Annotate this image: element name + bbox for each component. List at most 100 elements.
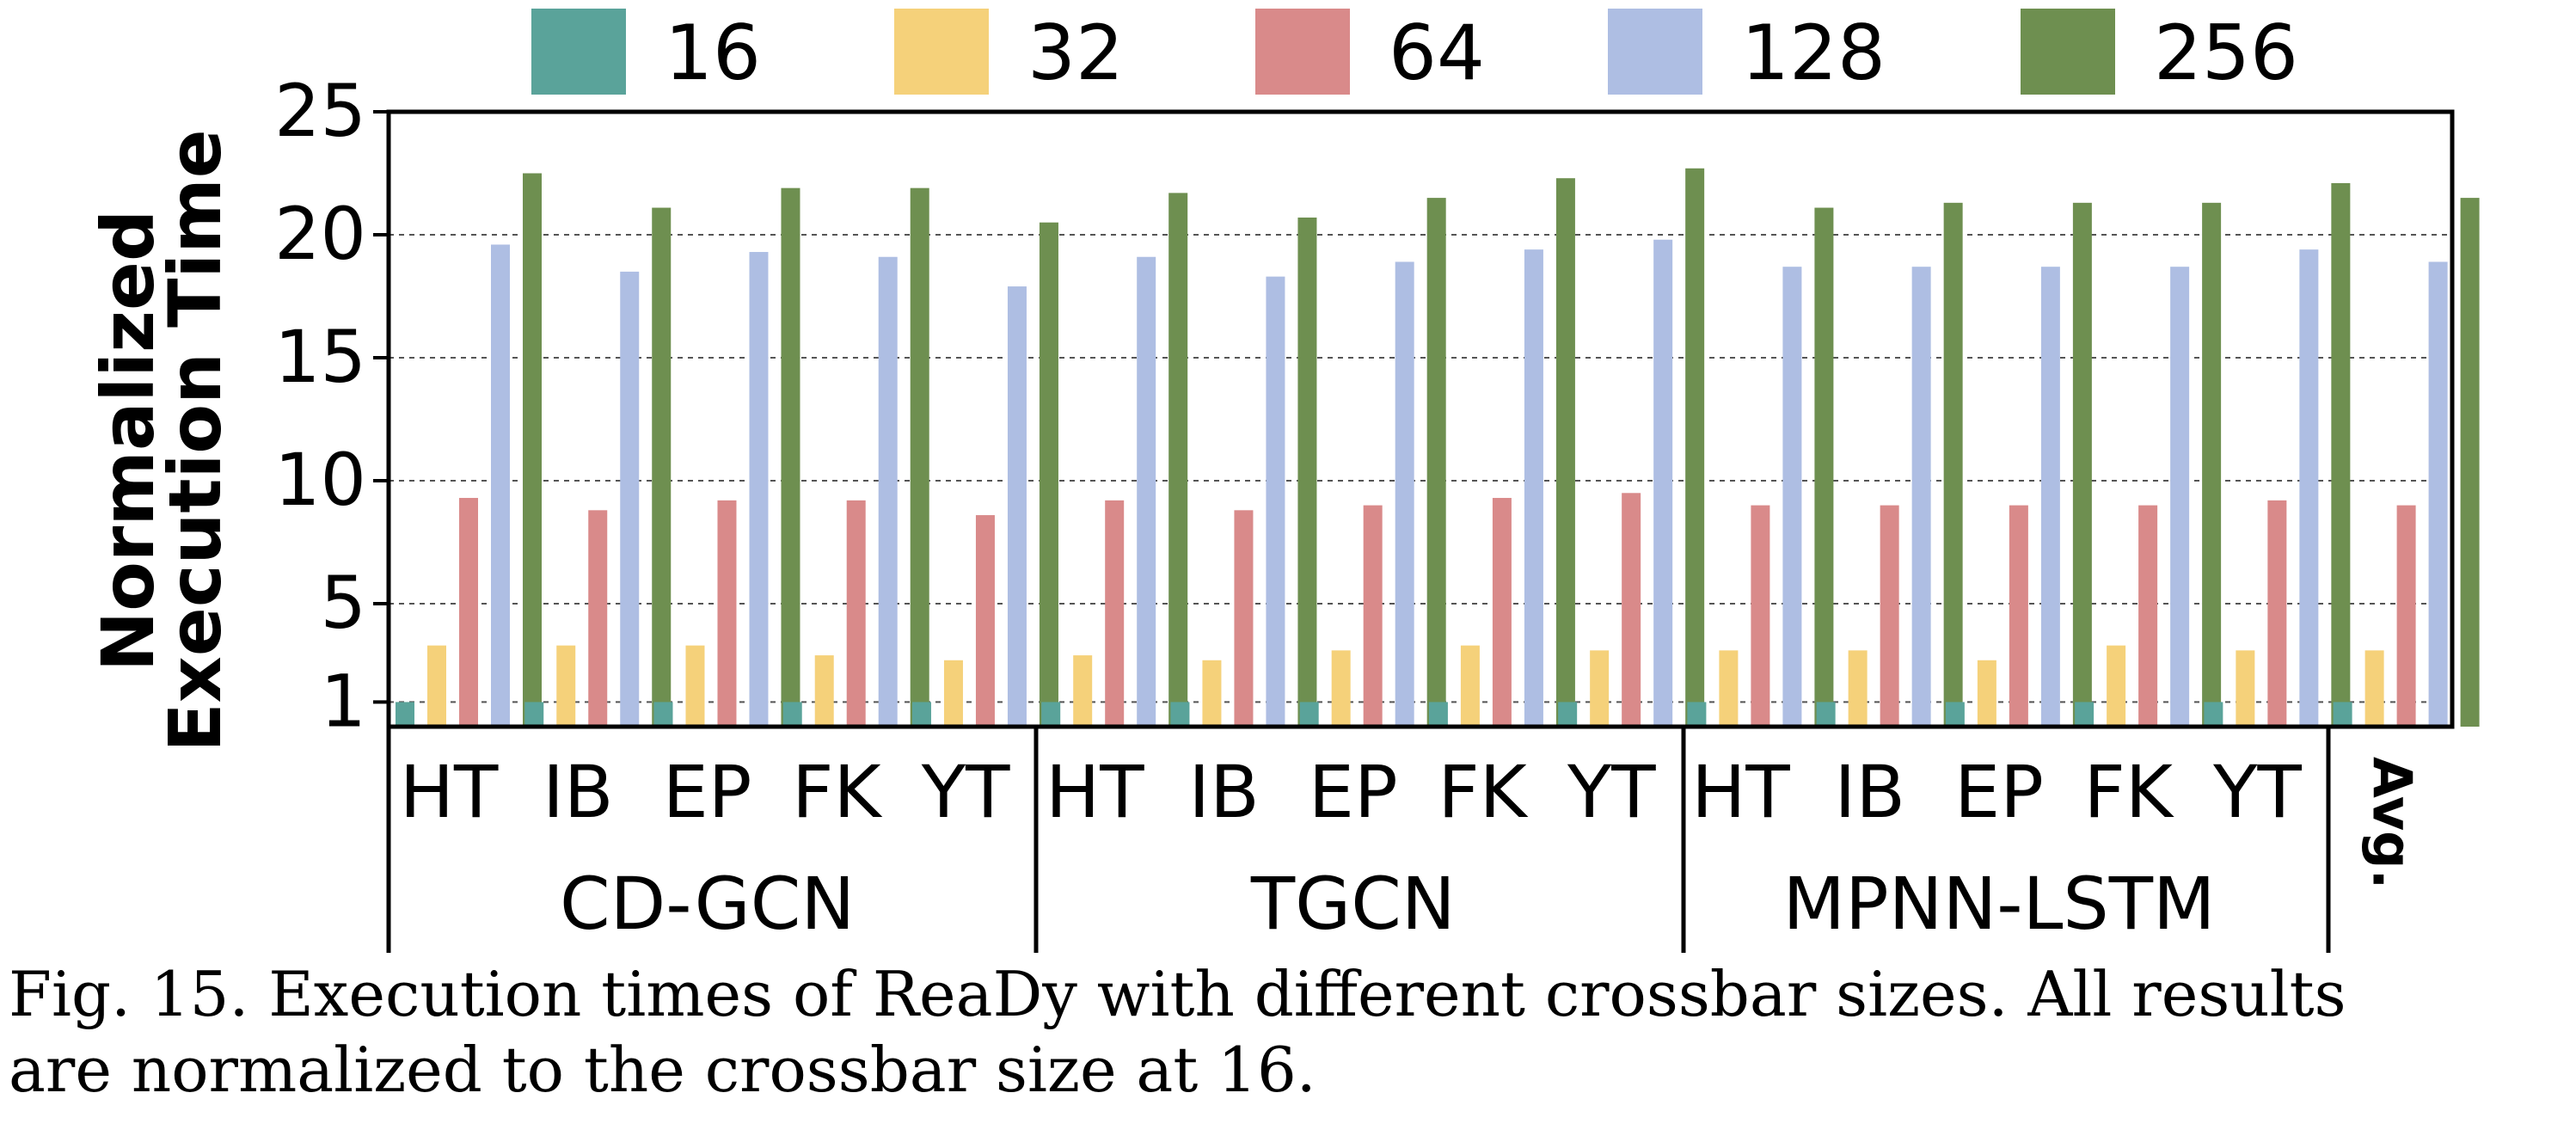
- bar-128: [1137, 256, 1156, 727]
- bar-32: [1073, 655, 1093, 727]
- x-category-labels: HT IB EP FK YT HT IB EP FK YT HT IB EP FK YT Avg.: [400, 750, 2424, 889]
- bar-256: [2331, 182, 2351, 727]
- bar-64: [588, 510, 608, 727]
- bar-128: [2170, 267, 2190, 727]
- x-group-label: MPNN-LSTM: [1782, 862, 2215, 946]
- bar-64: [846, 500, 866, 727]
- bar-16: [1945, 702, 1965, 727]
- bar-128: [1524, 249, 1543, 727]
- x-group-labels: CD-GCN TGCN MPNN-LSTM: [386, 727, 2331, 953]
- x-category-label: EP: [1309, 750, 1398, 834]
- bar-256: [1297, 217, 1317, 728]
- bar-32: [1848, 650, 1868, 727]
- bar-32: [814, 655, 834, 727]
- bar-32: [556, 645, 576, 727]
- bar-64: [1880, 505, 1899, 727]
- bar-16: [2333, 702, 2352, 727]
- bar-16: [911, 702, 931, 727]
- bar-32: [1590, 650, 1610, 727]
- caption-line-1: Fig. 15. Execution times of ReaDy with d…: [9, 958, 2346, 1030]
- x-category-label: YT: [921, 750, 1010, 834]
- bar-128: [620, 271, 640, 727]
- bar-64: [2009, 505, 2028, 727]
- bar-128: [2299, 249, 2319, 727]
- bar-64: [2267, 500, 2287, 727]
- plot-frame: [386, 109, 2455, 729]
- bar-64: [1622, 493, 1641, 727]
- x-category-label: HT: [1691, 750, 1790, 834]
- x-group-label: CD-GCN: [560, 862, 855, 946]
- bar-256: [1039, 222, 1058, 727]
- bar-256: [1555, 178, 1575, 728]
- bar-128: [1266, 276, 1285, 727]
- bar-32: [1977, 660, 1996, 727]
- y-tick-label: 15: [274, 315, 366, 399]
- x-category-label: EP: [1954, 750, 2044, 834]
- bar-128: [491, 244, 510, 727]
- bar-64: [1751, 505, 1770, 727]
- legend-swatch-32: [894, 9, 989, 95]
- y-tick-label: 10: [274, 438, 366, 522]
- x-category-label: IB: [543, 750, 613, 834]
- bar-256: [1814, 207, 1834, 728]
- legend-swatch-128: [1608, 9, 1702, 95]
- bar-128: [1653, 239, 1673, 728]
- bar-256: [1426, 198, 1446, 728]
- x-category-label: YT: [2212, 750, 2302, 834]
- bar-256: [1943, 202, 1963, 727]
- bar-64: [1363, 505, 1383, 727]
- x-category-label: HT: [1046, 750, 1144, 834]
- bar-32: [1719, 650, 1739, 727]
- bar-256: [1168, 193, 1188, 727]
- x-category-label: EP: [663, 750, 752, 834]
- bar-16: [1558, 702, 1578, 727]
- legend-label-128: 128: [1741, 9, 1886, 97]
- legend-label-64: 64: [1389, 9, 1485, 97]
- bar-32: [2364, 650, 2384, 727]
- legend-label-256: 256: [2154, 9, 2298, 97]
- bar-128: [2040, 267, 2060, 727]
- bar-256: [2460, 198, 2480, 728]
- bar-32: [685, 645, 705, 727]
- x-category-label: Avg.: [2361, 757, 2424, 889]
- bar-128: [1911, 267, 1931, 727]
- bar-16: [2075, 702, 2095, 727]
- bar-32: [427, 645, 446, 727]
- bar-16: [1687, 702, 1707, 727]
- legend-label-16: 16: [665, 9, 761, 97]
- bar-64: [459, 498, 478, 727]
- x-category-label: FK: [792, 750, 882, 834]
- bar-128: [1395, 261, 1414, 728]
- bar-128: [1007, 286, 1027, 727]
- bar-16: [2204, 702, 2223, 727]
- caption-line-2: are normalized to the crossbar size at 1…: [9, 1034, 1316, 1106]
- bars: [396, 168, 2480, 728]
- bar-32: [1460, 645, 1480, 727]
- x-category-label: YT: [1567, 750, 1656, 834]
- bar-32: [1202, 660, 1222, 727]
- legend-label-32: 32: [1027, 9, 1124, 97]
- bar-16: [782, 702, 802, 727]
- legend: 16 32 64 128 256: [531, 9, 2298, 97]
- bar-64: [2138, 505, 2158, 727]
- bar-16: [1428, 702, 1448, 727]
- y-axis-title-line-1: Normalized: [86, 210, 170, 672]
- y-tick-label: 25: [274, 69, 366, 153]
- bar-32: [2236, 650, 2255, 727]
- bar-64: [1492, 498, 1512, 727]
- bar-64: [1105, 500, 1125, 727]
- bar-128: [1782, 267, 1802, 727]
- figure-caption: Fig. 15. Execution times of ReaDy with d…: [9, 956, 2567, 1108]
- bar-64: [717, 500, 737, 727]
- x-category-label: FK: [1438, 750, 1528, 834]
- bar-32: [2107, 645, 2126, 727]
- bar-64: [1234, 510, 1254, 727]
- x-group-label: TGCN: [1250, 862, 1456, 946]
- legend-swatch-64: [1255, 9, 1350, 95]
- bar-256: [781, 187, 800, 727]
- bar-256: [910, 187, 929, 727]
- bar-128: [2428, 261, 2448, 728]
- x-category-label: FK: [2084, 750, 2174, 834]
